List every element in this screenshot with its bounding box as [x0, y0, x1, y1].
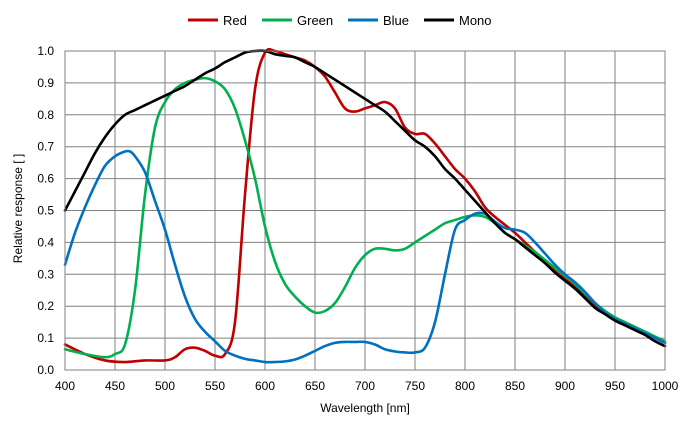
y-axis-label: Relative response [ ]: [11, 154, 25, 263]
x-tick-label: 900: [555, 379, 575, 393]
y-tick-label: 1.0: [37, 44, 54, 58]
y-tick-label: 0.7: [37, 140, 54, 154]
y-tick-label: 0.1: [37, 331, 54, 345]
series-lines: [63, 47, 667, 364]
x-tick-label: 800: [455, 379, 475, 393]
x-tick-label: 500: [155, 379, 175, 393]
legend-label-red: Red: [223, 13, 247, 28]
y-tick-label: 0.8: [37, 108, 54, 122]
legend: Red Green Blue Mono: [188, 13, 492, 28]
x-tick-label: 650: [305, 379, 325, 393]
legend-label-green: Green: [297, 13, 333, 28]
plot-frame: [64, 50, 666, 371]
y-tick-label: 0.9: [37, 76, 54, 90]
x-tick-label: 850: [505, 379, 525, 393]
y-tick-label: 0.5: [37, 204, 54, 218]
x-tick-label: 700: [355, 379, 375, 393]
series-line-blue: [63, 149, 667, 364]
x-tick-labels: 400 450 500 550 600 650 700 750 800 850 900 950 1000: [55, 379, 679, 393]
x-tick-label: 600: [255, 379, 275, 393]
x-axis-label: Wavelength [nm]: [320, 401, 410, 415]
x-tick-label: 450: [105, 379, 125, 393]
x-tick-label: 750: [405, 379, 425, 393]
x-tick-label: 950: [605, 379, 625, 393]
series-line-mono: [63, 49, 667, 348]
y-tick-labels: 0.0 0.1 0.2 0.3 0.4 0.5 0.6 0.7 0.8 0.9 1.0: [37, 44, 54, 377]
y-tick-label: 0.2: [37, 299, 54, 313]
x-tick-label: 550: [205, 379, 225, 393]
y-tick-label: 0.4: [37, 235, 54, 249]
y-tick-label: 0.0: [37, 363, 54, 377]
legend-label-mono: Mono: [459, 13, 492, 28]
y-tick-label: 0.6: [37, 172, 54, 186]
x-tick-label: 400: [55, 379, 75, 393]
y-tick-label: 0.3: [37, 267, 54, 281]
legend-label-blue: Blue: [383, 13, 409, 28]
x-tick-label: 1000: [652, 379, 679, 393]
